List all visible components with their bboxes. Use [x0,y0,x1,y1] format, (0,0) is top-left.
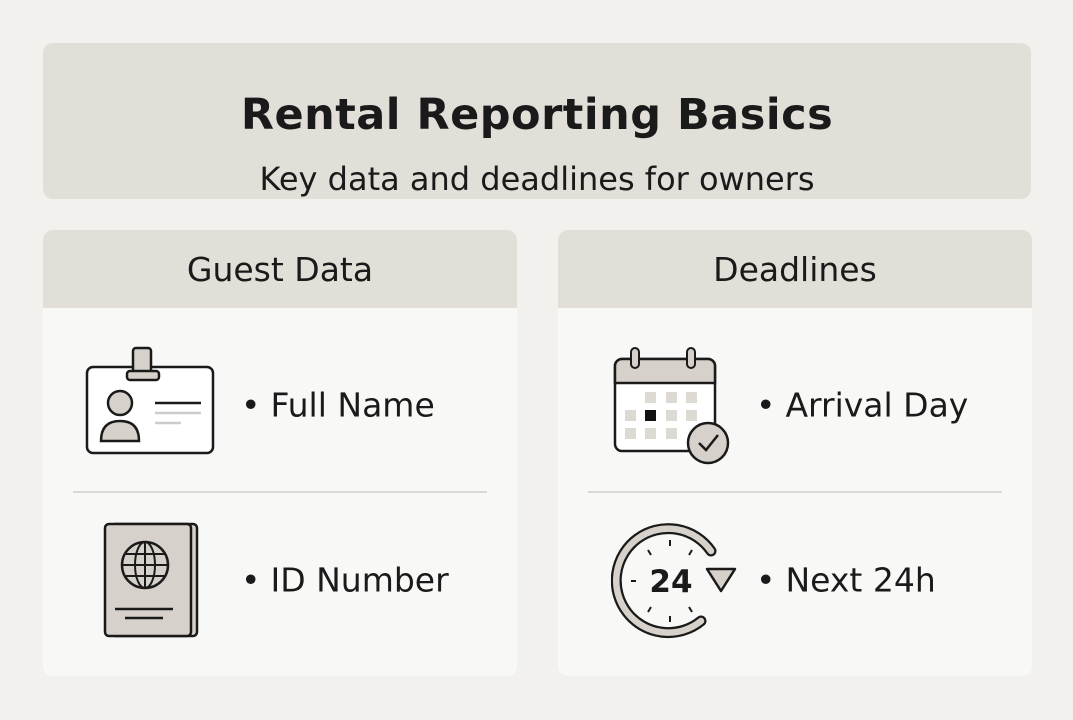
list-item: Full Name [43,340,517,470]
title-banner: Rental Reporting Basics Key data and dea… [43,43,1031,199]
divider [588,491,1002,493]
clock-24-text: 24 [649,564,692,600]
card-title: Deadlines [558,230,1032,308]
clock-24h-icon: 24 [611,523,737,639]
list-item: 24 Next 24h [558,515,1032,645]
page-title: Rental Reporting Basics [240,90,834,140]
item-label: Full Name [241,386,434,425]
id-badge-icon [85,346,215,455]
divider [73,491,487,493]
card-title: Guest Data [43,230,517,308]
deadlines-card: Deadlines Arrival Day [558,230,1032,676]
passport-icon [103,522,199,638]
list-item: Arrival Day [558,340,1032,470]
page-subtitle: Key data and deadlines for owners [259,160,815,198]
list-item: ID Number [43,515,517,645]
item-label: ID Number [241,561,448,600]
guest-data-card: Guest Data Full Name ID Number [43,230,517,676]
item-label: Arrival Day [756,386,968,425]
item-label: Next 24h [756,561,935,600]
calendar-check-icon [613,347,730,465]
